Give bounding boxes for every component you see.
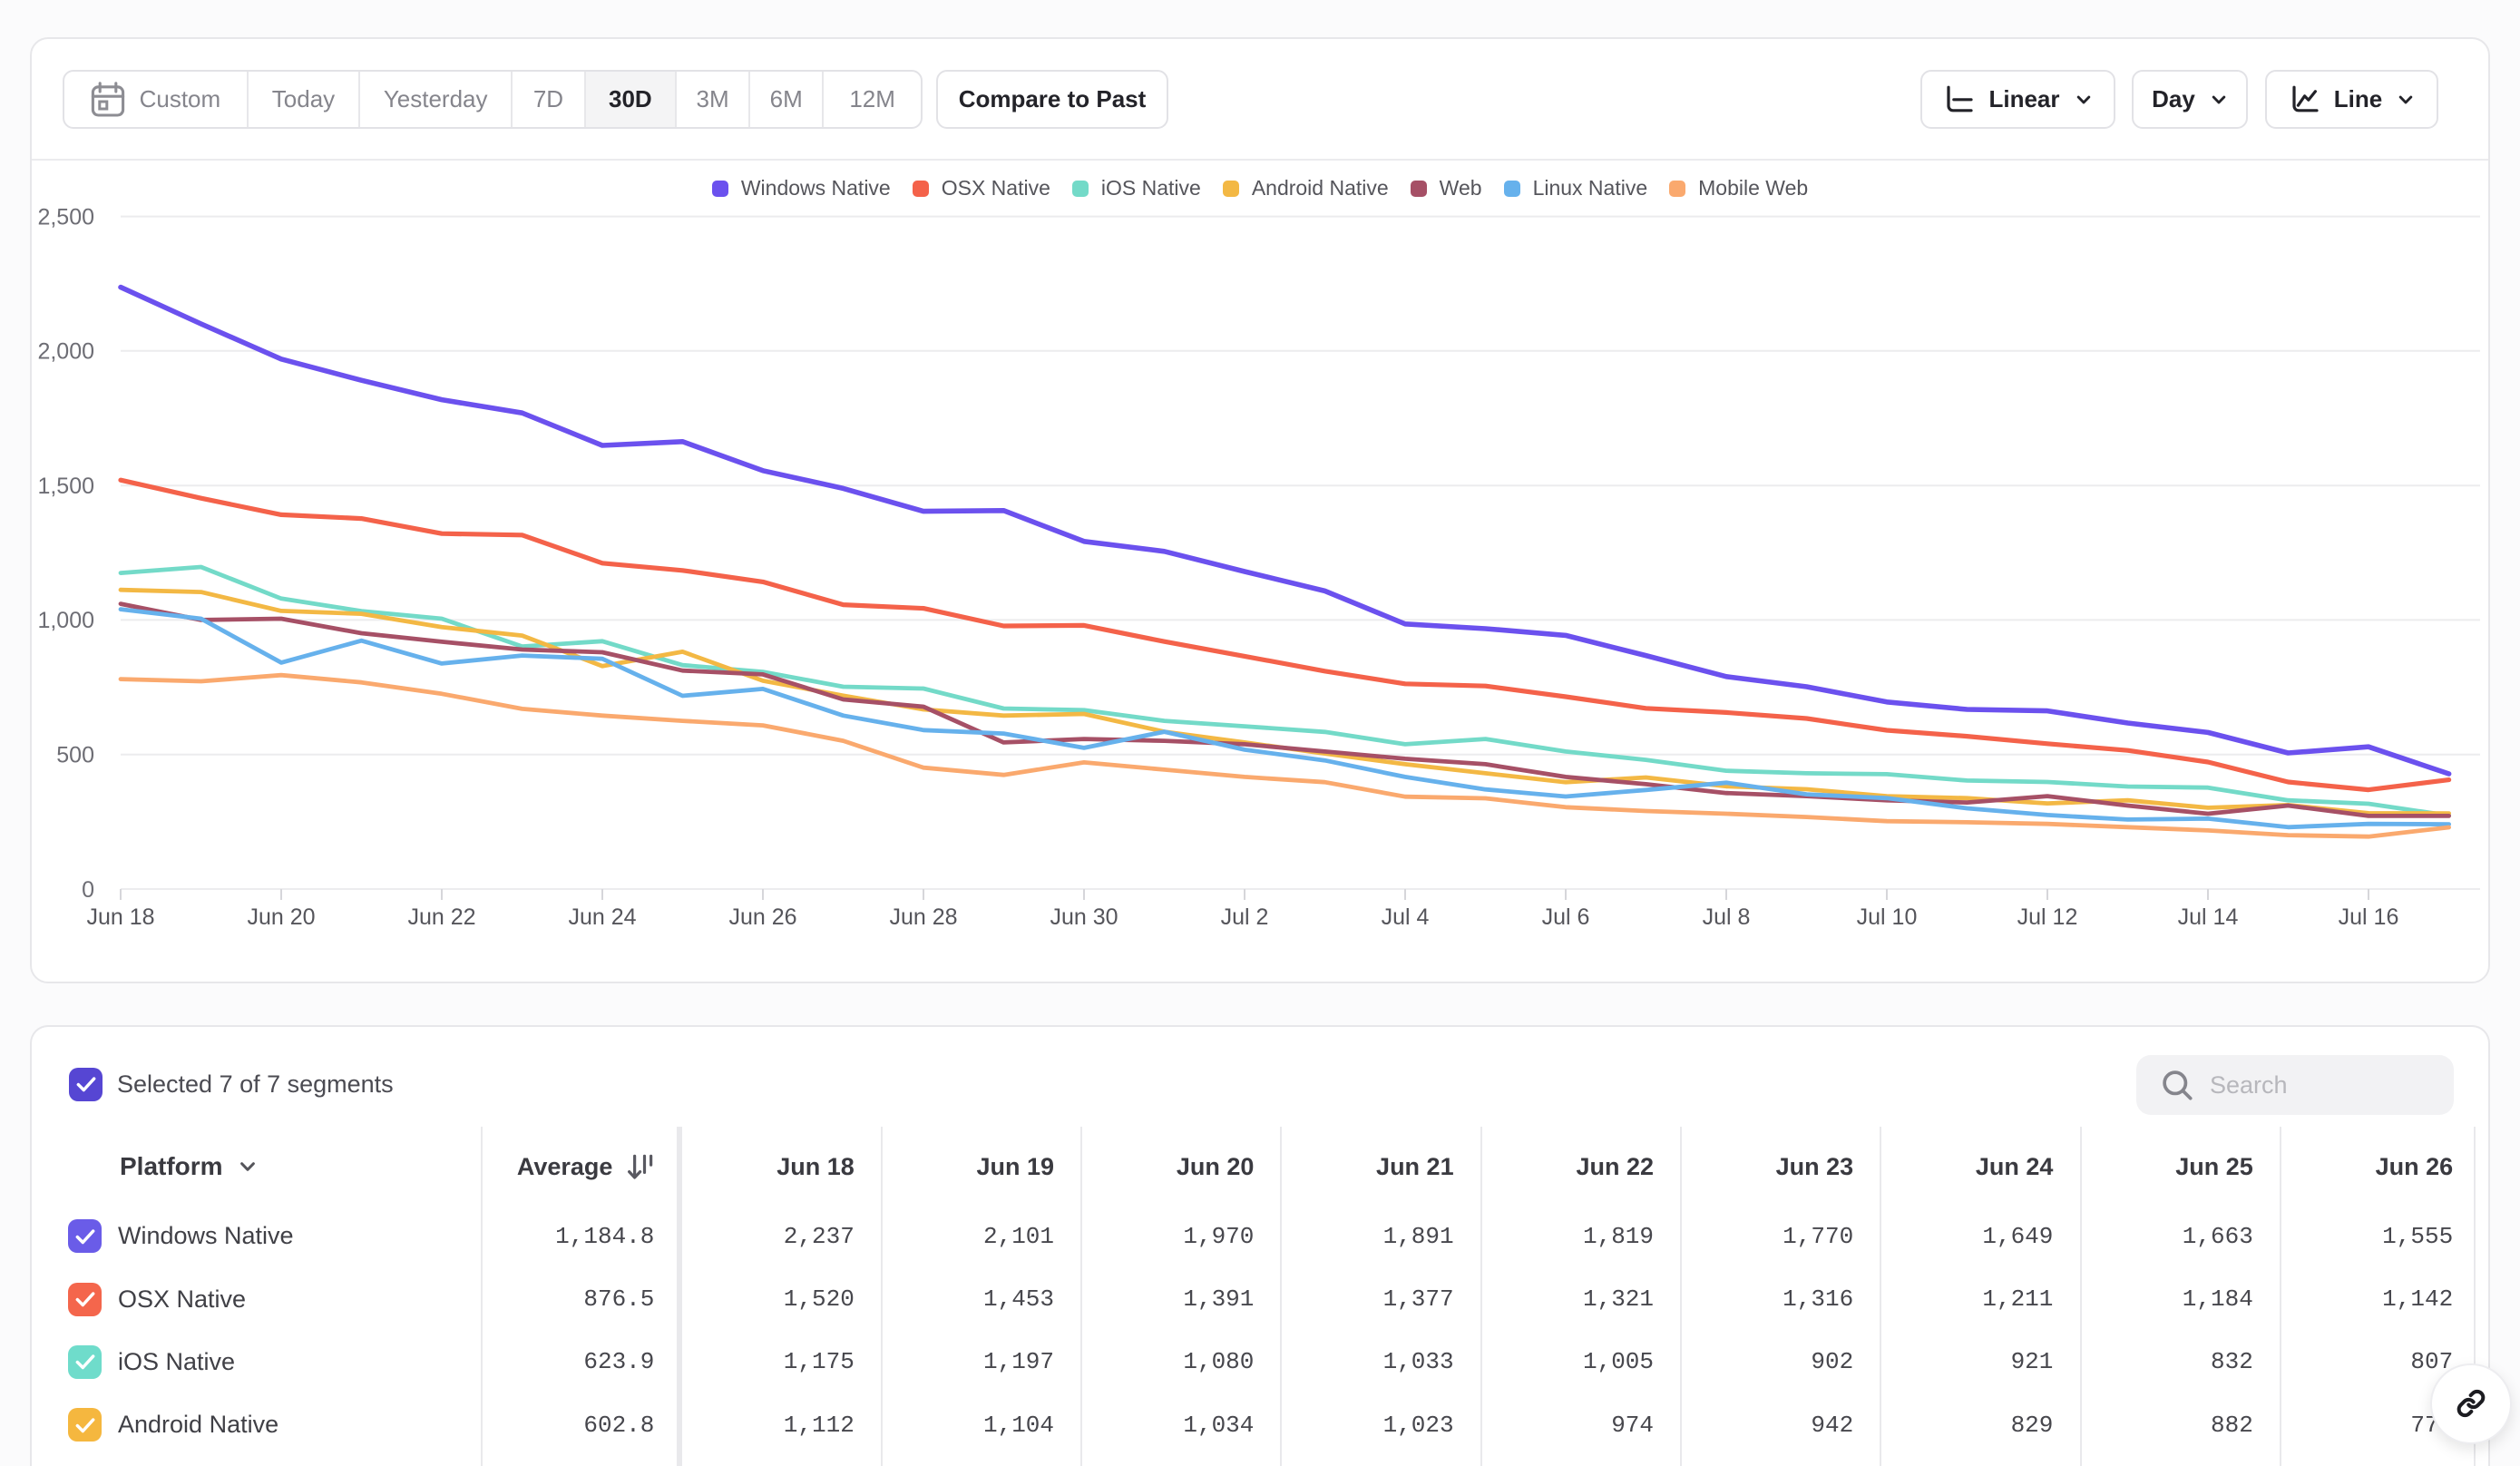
- svg-text:Jun 22: Jun 22: [407, 904, 475, 930]
- svg-text:2,000: 2,000: [37, 339, 94, 365]
- svg-text:Jul 12: Jul 12: [2017, 904, 2078, 930]
- svg-text:Jun 30: Jun 30: [1050, 904, 1118, 930]
- svg-text:1,000: 1,000: [37, 608, 94, 633]
- svg-text:Jul 2: Jul 2: [1221, 904, 1269, 930]
- svg-text:Jun 18: Jun 18: [86, 904, 154, 930]
- svg-text:Jul 8: Jul 8: [1703, 904, 1751, 930]
- svg-text:500: 500: [56, 743, 94, 768]
- svg-text:Jul 14: Jul 14: [2178, 904, 2239, 930]
- svg-text:Jul 6: Jul 6: [1542, 904, 1590, 930]
- svg-text:Jun 26: Jun 26: [728, 904, 796, 930]
- svg-text:Jul 16: Jul 16: [2339, 904, 2399, 930]
- svg-text:Jun 24: Jun 24: [568, 904, 636, 930]
- svg-text:Jul 10: Jul 10: [1857, 904, 1918, 930]
- svg-text:Jun 20: Jun 20: [247, 904, 315, 930]
- svg-text:2,500: 2,500: [37, 204, 94, 230]
- svg-text:Jun 28: Jun 28: [889, 904, 957, 930]
- svg-text:0: 0: [82, 877, 94, 903]
- svg-text:1,500: 1,500: [37, 474, 94, 499]
- svg-text:Jul 4: Jul 4: [1382, 904, 1430, 930]
